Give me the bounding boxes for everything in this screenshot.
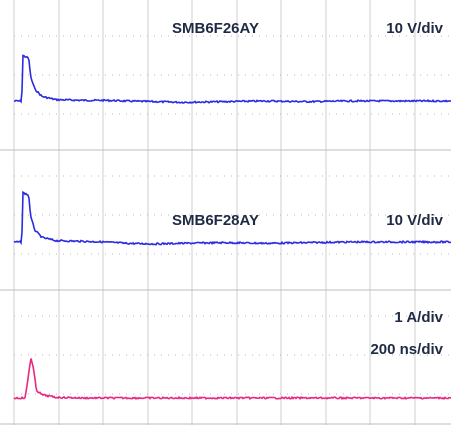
trace-line-1 <box>13 54 451 104</box>
trace-line-2 <box>13 191 451 246</box>
trace2-title: SMB6F28AY <box>172 212 259 229</box>
trace1-title: SMB6F26AY <box>172 20 259 37</box>
trace3-scale-label: 1 A/div <box>394 309 443 326</box>
time-scale-label: 200 ns/div <box>370 341 443 358</box>
scope-traces <box>13 54 451 401</box>
trace2-scale-label: 10 V/div <box>386 212 443 229</box>
trace-line-3 <box>13 358 451 401</box>
trace1-scale-label: 10 V/div <box>386 20 443 37</box>
